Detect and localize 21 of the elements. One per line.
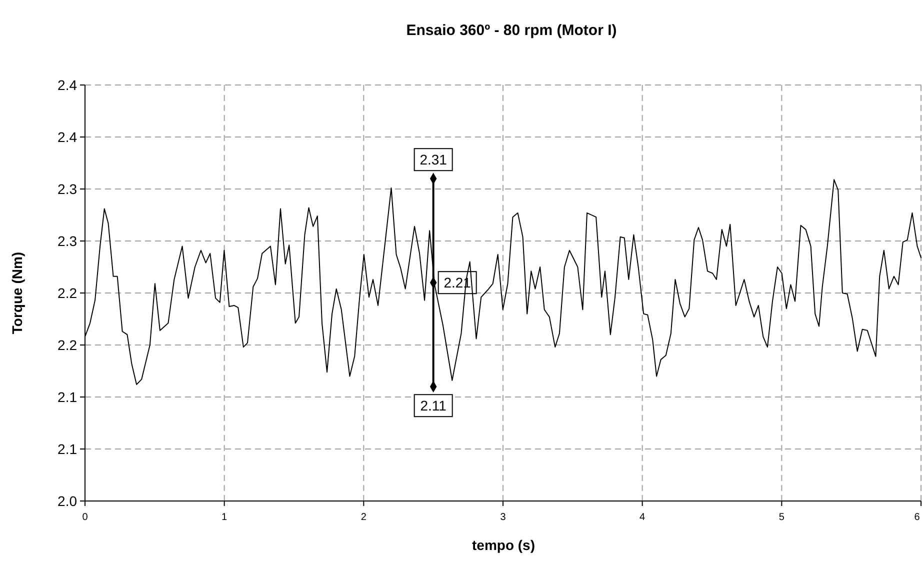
- x-tick-label: 6: [914, 512, 920, 523]
- y-tick-label: 2.2: [58, 284, 78, 301]
- x-tick-label: 4: [640, 512, 646, 523]
- y-tick-label: 2.3: [58, 180, 78, 197]
- y-tick-label: 2.4: [58, 128, 78, 145]
- x-tick-label: 5: [778, 512, 785, 523]
- data-label: 2.11: [420, 398, 447, 414]
- y-tick-label: 2.4: [58, 76, 78, 93]
- chart-title: Ensaio 360º - 80 rpm (Motor I): [406, 22, 617, 39]
- x-tick-label: 1: [222, 512, 228, 523]
- x-tick-label: 2: [360, 512, 367, 523]
- x-tick-label: 0: [82, 512, 88, 523]
- y-tick-label: 2.0: [58, 492, 78, 509]
- x-tick-label: 3: [500, 512, 506, 523]
- y-tick-label: 2.2: [58, 336, 78, 353]
- y-tick-label: 2.3: [58, 232, 78, 249]
- x-axis-title: tempo (s): [472, 537, 535, 553]
- y-tick-label: 2.1: [58, 440, 78, 457]
- data-label: 2.31: [420, 152, 448, 168]
- y-axis-title: Torque (Nm): [9, 252, 25, 334]
- y-tick-label: 2.1: [58, 388, 78, 405]
